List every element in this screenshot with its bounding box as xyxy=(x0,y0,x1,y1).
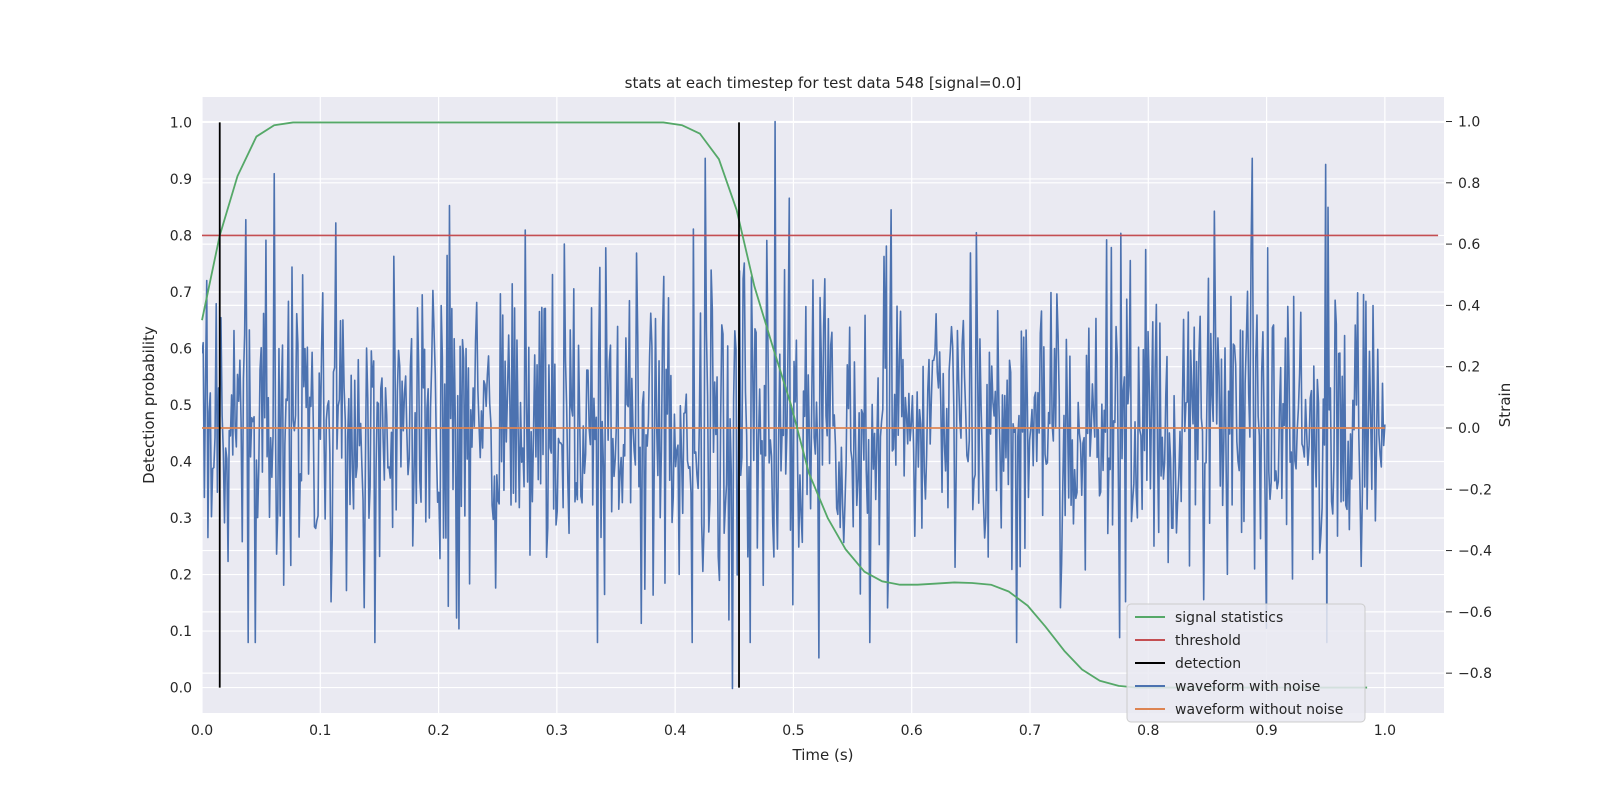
y-tick-label-right: 0.0 xyxy=(1458,421,1480,437)
y-tick-label-left: 0.9 xyxy=(170,172,192,188)
x-tick-label: 0.1 xyxy=(309,723,331,739)
y-axis-label-right: Strain xyxy=(1496,383,1514,427)
x-tick-label: 0.8 xyxy=(1137,723,1159,739)
legend-label: threshold xyxy=(1175,633,1241,649)
ticks: 0.0 0.1 0.2 0.3 0.4 0.5 0.6 0.7 0.8 0.9 1.0 0.0 0.1 0… xyxy=(170,115,1492,739)
legend-label: waveform with noise xyxy=(1175,679,1320,695)
y-tick-label-left: 0.6 xyxy=(170,341,192,357)
chart-title: stats at each timestep for test data 548… xyxy=(625,74,1022,92)
legend: signal statistics threshold detection wavef… xyxy=(1126,603,1366,723)
y-tick-label-left: 0.5 xyxy=(170,398,192,414)
y-tick-label-right: −0.2 xyxy=(1458,482,1492,498)
y-tick-label-left: 0.0 xyxy=(170,681,192,697)
x-tick-label: 0.6 xyxy=(901,723,923,739)
series xyxy=(201,120,1439,690)
x-axis-label: Time (s) xyxy=(792,746,854,764)
y-tick-label-left: 0.4 xyxy=(170,455,192,471)
x-tick-label: 0.3 xyxy=(546,723,568,739)
y-tick-label-right: 0.6 xyxy=(1458,237,1480,253)
legend-label: detection xyxy=(1175,656,1241,672)
y-tick-label-right: −0.8 xyxy=(1458,666,1492,682)
y-axis-label-left: Detection probability xyxy=(140,326,158,484)
signal-statistics-line xyxy=(201,121,1368,689)
x-tick-label: 0.0 xyxy=(191,723,213,739)
x-tick-label: 0.7 xyxy=(1019,723,1041,739)
legend-label: signal statistics xyxy=(1175,610,1283,626)
y-tick-label-right: −0.4 xyxy=(1458,544,1492,560)
y-tick-label-right: 1.0 xyxy=(1458,115,1480,131)
y-tick-label-left: 0.3 xyxy=(170,511,192,527)
legend-label: waveform without noise xyxy=(1175,702,1343,718)
legend-box xyxy=(1126,603,1366,723)
x-tick-label: 0.9 xyxy=(1255,723,1277,739)
x-tick-label: 1.0 xyxy=(1374,723,1396,739)
y-tick-label-left: 1.0 xyxy=(170,115,192,131)
x-tick-label: 0.5 xyxy=(782,723,804,739)
x-tick-label: 0.2 xyxy=(427,723,449,739)
x-tick-label: 0.4 xyxy=(664,723,686,739)
y-tick-label-right: −0.6 xyxy=(1458,605,1492,621)
y-tick-label-left: 0.8 xyxy=(170,228,192,244)
y-tick-label-left: 0.2 xyxy=(170,568,192,584)
y-tick-label-left: 0.1 xyxy=(170,624,192,640)
y-tick-label-right: 0.4 xyxy=(1458,298,1480,314)
waveform-with-noise-line xyxy=(202,120,1386,690)
y-tick-label-right: 0.2 xyxy=(1458,360,1480,376)
y-tick-label-left: 0.7 xyxy=(170,285,192,301)
y-tick-label-right: 0.8 xyxy=(1458,176,1480,192)
